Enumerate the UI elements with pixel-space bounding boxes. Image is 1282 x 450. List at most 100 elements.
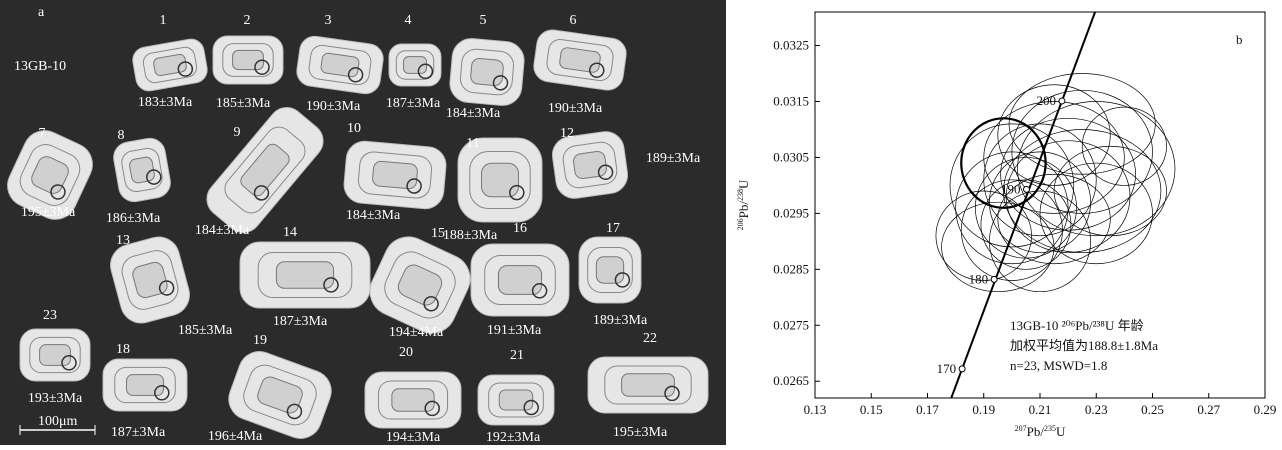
zircon-grain (449, 38, 525, 106)
x-axis-label: 207Pb/235U (1015, 424, 1066, 439)
analysis-spot (323, 277, 339, 293)
error-ellipse (1000, 117, 1136, 231)
grain-zone (132, 261, 168, 299)
grain-number: 13 (116, 233, 130, 248)
ellipses (935, 73, 1176, 293)
error-ellipse (1053, 145, 1167, 237)
error-ellipse (989, 190, 1091, 293)
label-part: U (736, 179, 751, 189)
grain-number: 5 (480, 13, 487, 28)
analysis-spot (588, 62, 605, 78)
grain-zone (372, 160, 418, 190)
panel-label: b (1236, 32, 1243, 47)
grain-number: 18 (116, 342, 130, 357)
grain-age: 192±3Ma (486, 430, 541, 445)
x-tick-label: 0.15 (860, 402, 883, 417)
grain-age: 188±3Ma (443, 228, 498, 243)
grain-age: 184±3Ma (346, 208, 401, 223)
grain-age: 186±3Ma (106, 211, 161, 226)
grain-number: 19 (253, 333, 267, 348)
annotation: 加权平均值为188.8±1.8Ma (1010, 338, 1158, 353)
grain-age: 189±3Ma (646, 151, 701, 166)
grain-age: 195±3Ma (21, 205, 76, 220)
y-tick-label: 0.0295 (773, 205, 809, 220)
grain-number: 8 (118, 128, 125, 143)
grain-zone (129, 156, 155, 184)
age-label: 190 (1001, 181, 1021, 196)
grain-zone (469, 150, 531, 210)
grain-age: 195±3Ma (613, 425, 668, 440)
zircon-grain (578, 236, 642, 304)
analysis-spot (253, 185, 270, 201)
age-marker (1058, 97, 1066, 105)
grain-zone (31, 156, 69, 194)
x-tick-label: 0.27 (1197, 402, 1220, 417)
analysis-spot (492, 75, 509, 91)
analysis-spot (347, 67, 364, 83)
grain-age: 190±3Ma (548, 101, 603, 116)
grain-zone (559, 47, 601, 73)
grain-zone (573, 150, 607, 180)
grain-zone (121, 147, 163, 193)
concordia-curve (950, 12, 1097, 398)
y-axis-label: 206Pb/238U (736, 179, 751, 230)
analysis-spot (597, 164, 614, 180)
grain-zone (114, 366, 176, 404)
annotation: n=23, MSWD=1.8 (1010, 358, 1107, 373)
grain-age: 190±3Ma (306, 99, 361, 114)
grain-age: 194±3Ma (386, 430, 441, 445)
error-ellipse (1003, 129, 1162, 253)
sample-label: 13GB-10 (14, 59, 66, 74)
analysis-spot (154, 385, 170, 401)
zircon-grain (110, 236, 190, 324)
y-tick-label: 0.0275 (773, 317, 809, 332)
grain-age: 193±3Ma (28, 391, 83, 406)
analysis-spot (177, 61, 194, 77)
x-tick-label: 0.29 (1254, 402, 1277, 417)
zircon-grain (296, 35, 384, 95)
age-marker (990, 275, 998, 283)
grain-zone (562, 141, 618, 189)
grain-zone (621, 373, 675, 397)
zircon-grain (364, 371, 462, 429)
grain-age: 194±4Ma (389, 325, 444, 340)
zircon-grain (113, 137, 171, 203)
zircon-grain (239, 241, 371, 309)
grain-age: 183±3Ma (138, 95, 193, 110)
analysis-spot (50, 184, 66, 200)
error-ellipse (983, 101, 1125, 214)
error-ellipse (949, 123, 1075, 248)
x-tick-label: 0.21 (1029, 402, 1052, 417)
error-ellipse (1017, 101, 1176, 237)
y-tick-label: 0.0285 (773, 261, 809, 276)
grain-number: 23 (43, 308, 57, 323)
error-ellipse (1039, 162, 1153, 265)
grain-number: 1 (160, 13, 167, 28)
analysis-spot (417, 63, 434, 80)
grain-zone (481, 162, 519, 198)
grain-age: 184±3Ma (446, 106, 501, 121)
zircon-grain (19, 328, 91, 382)
grain-zone (39, 344, 71, 366)
panel-label: a (38, 5, 45, 20)
grain-number: 12 (560, 126, 574, 141)
x-tick-label: 0.23 (1085, 402, 1108, 417)
annotation: 13GB-10 ²⁰⁶Pb/²³⁸U 年龄 (1010, 318, 1144, 333)
age-marker (958, 365, 966, 373)
grain-zone (546, 38, 614, 82)
grain-zone (222, 43, 274, 77)
grain-number: 10 (347, 121, 361, 136)
grain-zone (459, 48, 515, 96)
x-tick-label: 0.13 (804, 402, 827, 417)
grain-zone (308, 44, 372, 86)
grain-zone (224, 126, 306, 214)
grain-zone (587, 247, 633, 293)
grain-age: 191±3Ma (487, 323, 542, 338)
grain-zone (497, 265, 543, 295)
grain-zone (240, 143, 290, 197)
analysis-spot (406, 178, 422, 194)
grain-number: 9 (234, 125, 241, 140)
grain-zone (257, 376, 303, 414)
grain-zone (357, 151, 433, 199)
